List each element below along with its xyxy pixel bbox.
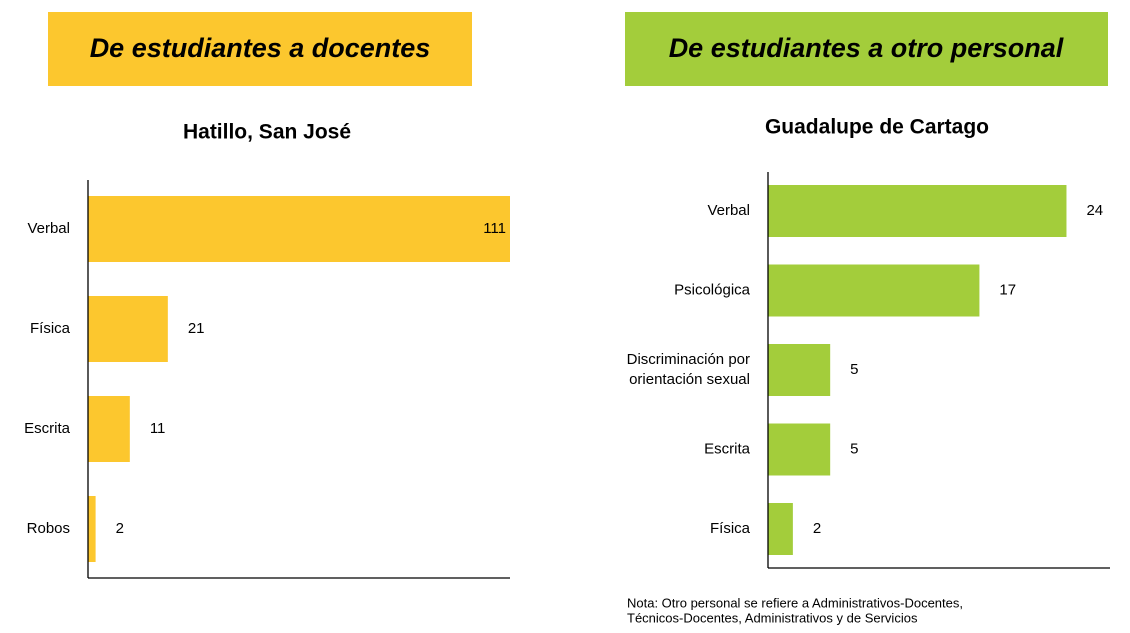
y-tick-label: Física <box>30 320 71 337</box>
bar <box>88 196 510 262</box>
note: Nota: Otro personal se refiere a Adminis… <box>627 595 963 610</box>
data-label: 5 <box>850 440 858 457</box>
note: Técnicos-Docentes, Administrativos y de … <box>627 610 918 625</box>
bar <box>768 503 793 555</box>
header: De estudiantes a otro personal <box>669 33 1064 63</box>
data-label: 24 <box>1086 202 1103 219</box>
bar <box>768 185 1067 237</box>
chart-title: Guadalupe de Cartago <box>765 116 989 139</box>
y-tick-label: Escrita <box>24 420 71 437</box>
bar <box>88 296 168 362</box>
y-tick-label: Discriminación por orientación sexual <box>627 351 750 388</box>
y-tick-label: Verbal <box>27 220 70 237</box>
bar <box>88 396 130 462</box>
data-label: 21 <box>188 320 205 337</box>
data-label: 2 <box>813 520 821 537</box>
y-tick-label: Psicológica <box>674 281 751 298</box>
header-box <box>48 12 472 86</box>
chart-title: Hatillo, San José <box>183 121 351 144</box>
bar <box>768 264 980 317</box>
header-box <box>625 12 1108 86</box>
bar <box>768 423 831 476</box>
y-tick-label: Escrita <box>704 440 751 457</box>
data-label: 11 <box>150 420 166 437</box>
y-tick-label: Física <box>710 520 751 537</box>
y-tick-label: Verbal <box>707 202 750 219</box>
header: De estudiantes a docentes <box>90 33 431 63</box>
y-tick-label: Robos <box>27 520 70 537</box>
bar <box>768 344 831 396</box>
bar <box>88 496 96 562</box>
data-label: 2 <box>116 520 124 537</box>
data-label: 5 <box>850 361 858 378</box>
data-label: 111 <box>483 220 506 237</box>
data-label: 17 <box>999 281 1016 298</box>
